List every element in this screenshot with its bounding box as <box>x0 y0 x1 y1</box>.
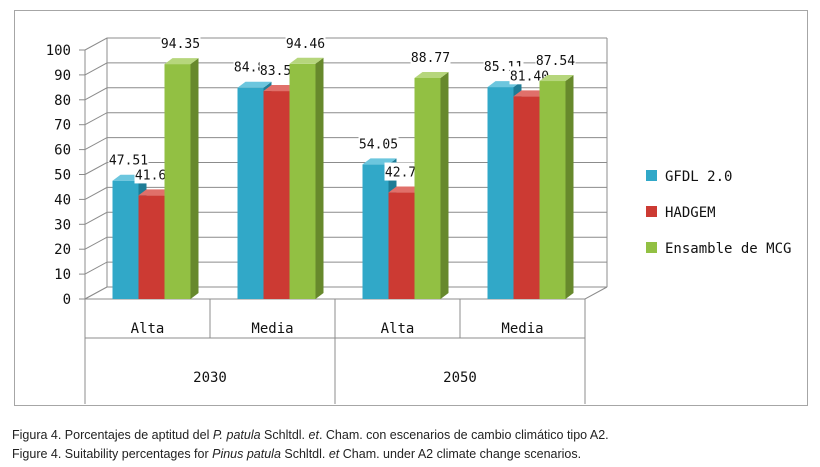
plot-walls <box>85 38 607 299</box>
y-tick-label: 80 <box>54 93 71 109</box>
y-tick-label: 60 <box>54 143 71 159</box>
x-tick-label: Media <box>251 321 293 337</box>
data-label-bg <box>535 51 576 70</box>
caption-english: Figure 4. Suitability percentages for Pi… <box>12 447 581 461</box>
bar-front <box>138 195 165 299</box>
data-label: 81.40 <box>510 69 549 84</box>
bar-top <box>388 186 423 193</box>
data-label: 42.75 <box>385 166 424 181</box>
bar-top <box>263 85 298 92</box>
data-label: 94.35 <box>161 37 200 52</box>
y-tick-label: 50 <box>54 168 71 184</box>
x-group-label: 2030 <box>193 370 227 386</box>
bar-ensamble-de-mcg-3 <box>539 75 574 300</box>
bar-front <box>263 91 290 300</box>
bar-front <box>414 77 441 299</box>
bar-top <box>539 75 574 82</box>
data-label: 83.51 <box>260 64 299 79</box>
y-tick-label: 20 <box>54 242 71 258</box>
data-label-bg <box>160 34 201 53</box>
bar-front <box>388 192 415 299</box>
bar-front <box>362 164 389 299</box>
data-label-bg <box>509 66 550 85</box>
bar-side <box>565 75 574 300</box>
bar-front <box>289 63 316 299</box>
x-tick-label: Alta <box>381 321 415 337</box>
data-label-bg <box>108 150 149 169</box>
y-tick-label: 90 <box>54 68 71 84</box>
bar-ensamble-de-mcg-2 <box>414 71 449 299</box>
caption-spanish: Figura 4. Porcentajes de aptitud del P. … <box>12 428 609 442</box>
legend-swatch <box>646 242 657 253</box>
caption-es-suffix: . Cham. con escenarios de cambio climáti… <box>318 428 609 442</box>
data-label: 88.77 <box>411 51 450 66</box>
caption-en-suffix: Cham. under A2 climate change scenarios. <box>339 447 582 461</box>
caption-es-species: P. patula <box>212 428 261 442</box>
data-label-bg <box>358 134 399 153</box>
y-tick-label: 0 <box>63 292 71 308</box>
legend-label: HADGEM <box>665 205 716 221</box>
bar-chart: 010203040506070809010047.5141.6094.3584.… <box>45 33 792 404</box>
bar-top <box>237 81 272 88</box>
data-label-bg <box>285 33 326 52</box>
x-tick-label: Alta <box>131 321 165 337</box>
legend-label: Ensamble de MCG <box>665 241 791 257</box>
bar-top <box>289 57 324 64</box>
bar-ensamble-de-mcg-0 <box>164 58 199 300</box>
bar-front <box>237 87 264 299</box>
caption-en-prefix: Figure 4. Suitability percentages for <box>12 447 213 461</box>
bar-front <box>539 81 566 300</box>
caption-es-mid: Schltdl. <box>260 428 309 442</box>
data-label: 41.60 <box>135 168 174 183</box>
bar-side <box>315 57 324 299</box>
y-tick-label: 30 <box>54 217 71 233</box>
bar-top <box>164 58 199 65</box>
caption-en-species: Pinus patula <box>212 447 281 461</box>
x-tick-label: Media <box>501 321 543 337</box>
legend-swatch <box>646 170 657 181</box>
caption-en-mid: Schltdl. <box>280 447 329 461</box>
bar-top <box>513 90 548 97</box>
bar-front <box>164 64 191 299</box>
caption-es-et: et <box>308 428 319 442</box>
data-label: 94.46 <box>286 37 325 52</box>
data-label: 54.05 <box>359 137 398 152</box>
legend-swatch <box>646 206 657 217</box>
data-label: 87.54 <box>536 54 575 69</box>
x-group-label: 2050 <box>443 370 477 386</box>
bar-ensamble-de-mcg-1 <box>289 57 324 299</box>
caption-en-et: et <box>328 447 340 461</box>
y-tick-label: 40 <box>54 192 71 208</box>
bar-top <box>414 71 449 78</box>
bar-front <box>112 180 139 299</box>
y-tick-label: 100 <box>46 43 71 59</box>
bar-front <box>487 87 514 299</box>
bar-top <box>138 189 173 196</box>
y-tick-label: 70 <box>54 118 71 134</box>
bar-side <box>440 71 449 299</box>
legend-label: GFDL 2.0 <box>665 169 732 185</box>
data-label: 47.51 <box>109 154 148 169</box>
data-label-bg <box>410 47 451 66</box>
bar-side <box>190 58 199 300</box>
bar-front <box>513 96 540 300</box>
y-tick-label: 10 <box>54 267 71 283</box>
caption-es-prefix: Figura 4. Porcentajes de aptitud del <box>12 428 213 442</box>
